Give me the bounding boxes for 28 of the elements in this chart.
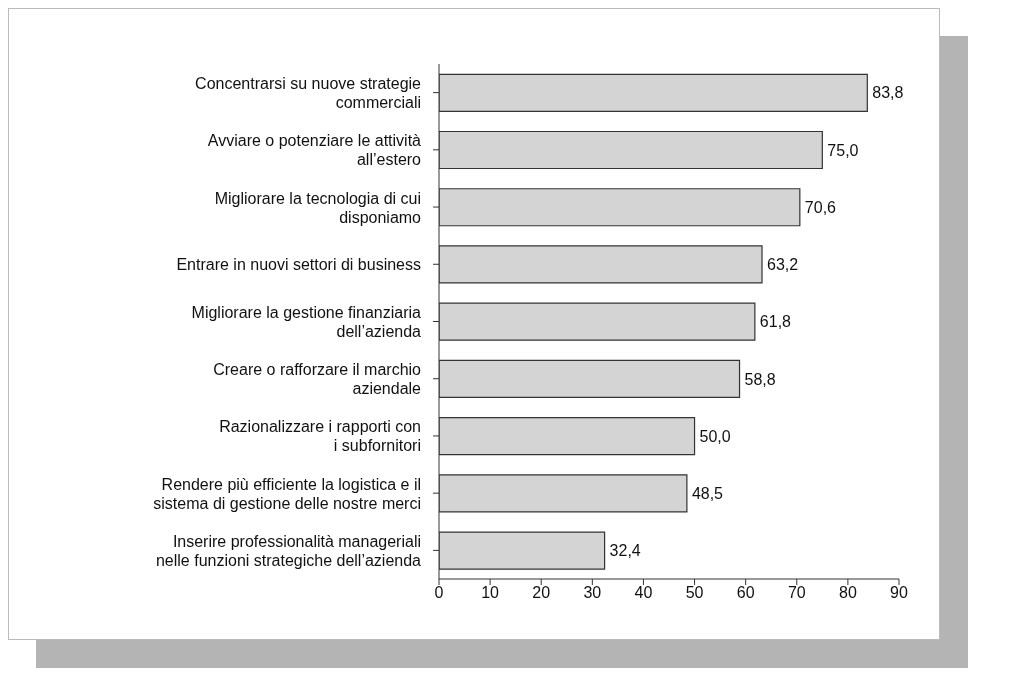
x-tick-label: 50	[685, 584, 704, 602]
data-label: 32,4	[609, 542, 641, 560]
data-label: 50,0	[699, 427, 731, 445]
y-tick-label: Migliorare la tecnologia di cui disponiamo	[214, 189, 422, 226]
data-label: 63,2	[767, 256, 799, 274]
data-label: 61,8	[759, 313, 792, 331]
x-tick-label: 90	[890, 584, 908, 602]
data-label: 75,0	[827, 141, 859, 159]
x-tick-label: 10	[481, 584, 500, 602]
y-tick-label: Creare o rafforzare il marchio aziendale	[213, 360, 422, 397]
y-tick-label: Inserire professionalità manageriali nelle funzioni strategiche dell’azienda	[155, 532, 422, 569]
y-tick-label: Migliorare la gestione finanziaria dell’azienda	[191, 303, 422, 340]
x-tick-label: 0	[434, 584, 444, 602]
y-tick-label: Razionalizzare i rapporti con i subfornitori	[219, 417, 421, 454]
x-tick-label: 70	[787, 584, 806, 602]
data-label: 83,8	[872, 84, 904, 102]
data-label: 58,8	[744, 370, 776, 388]
x-tick-label: 80	[838, 584, 857, 602]
x-tick-label: 40	[634, 584, 653, 602]
x-tick-label: 60	[736, 584, 755, 602]
data-label: 48,5	[691, 485, 724, 503]
y-tick-label: Rendere più efficiente la logistica e il sistema di gestione delle nostre merci	[153, 475, 421, 512]
x-tick-label: 20	[532, 584, 551, 602]
y-tick-label: Avviare o potenziare le attività all’estero	[207, 131, 422, 168]
y-tick-label: Entrare in nuovi settori di business	[176, 255, 421, 273]
x-tick-label: 30	[583, 584, 602, 602]
data-label: 70,6	[804, 198, 837, 216]
y-tick-label: Concentrarsi su nuove strategie commerciali	[195, 74, 422, 111]
